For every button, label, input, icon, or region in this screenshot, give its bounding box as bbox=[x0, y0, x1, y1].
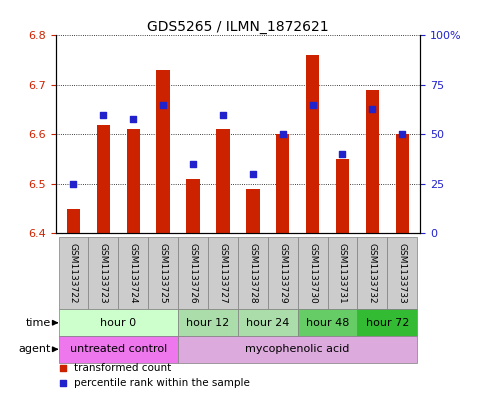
Text: time: time bbox=[26, 318, 51, 328]
Bar bbox=[186, 179, 200, 233]
Point bbox=[99, 112, 107, 118]
Text: GSM1133728: GSM1133728 bbox=[248, 242, 257, 303]
Point bbox=[59, 380, 67, 386]
Text: GSM1133727: GSM1133727 bbox=[218, 242, 227, 303]
Bar bbox=[58, 310, 178, 336]
Text: hour 72: hour 72 bbox=[366, 318, 409, 328]
Text: hour 24: hour 24 bbox=[246, 318, 289, 328]
Bar bbox=[396, 134, 409, 233]
Bar bbox=[156, 70, 170, 233]
Text: agent: agent bbox=[18, 344, 51, 354]
Bar bbox=[327, 237, 357, 310]
Bar bbox=[238, 310, 298, 336]
Bar bbox=[58, 336, 178, 362]
Text: GSM1133731: GSM1133731 bbox=[338, 242, 347, 303]
Bar bbox=[387, 237, 417, 310]
Text: mycophenolic acid: mycophenolic acid bbox=[245, 344, 350, 354]
Title: GDS5265 / ILMN_1872621: GDS5265 / ILMN_1872621 bbox=[147, 20, 329, 34]
Bar bbox=[357, 310, 417, 336]
Text: GSM1133726: GSM1133726 bbox=[188, 242, 198, 303]
Text: hour 12: hour 12 bbox=[186, 318, 229, 328]
Point bbox=[59, 365, 67, 371]
Text: GSM1133725: GSM1133725 bbox=[158, 242, 168, 303]
Point bbox=[339, 151, 346, 157]
Bar bbox=[298, 310, 357, 336]
Point bbox=[219, 112, 227, 118]
Text: hour 48: hour 48 bbox=[306, 318, 349, 328]
Bar bbox=[178, 336, 417, 362]
Bar bbox=[246, 189, 259, 233]
Bar bbox=[97, 125, 110, 233]
Point bbox=[249, 171, 256, 177]
Text: GSM1133732: GSM1133732 bbox=[368, 242, 377, 303]
Bar bbox=[336, 159, 349, 233]
Bar bbox=[67, 209, 80, 233]
Bar bbox=[268, 237, 298, 310]
Bar bbox=[216, 129, 229, 233]
Text: hour 0: hour 0 bbox=[100, 318, 136, 328]
Bar bbox=[298, 237, 327, 310]
Text: transformed count: transformed count bbox=[74, 364, 171, 373]
Point bbox=[398, 131, 406, 138]
Text: GSM1133722: GSM1133722 bbox=[69, 243, 78, 303]
Text: GSM1133730: GSM1133730 bbox=[308, 242, 317, 303]
Bar bbox=[366, 90, 379, 233]
Bar bbox=[118, 237, 148, 310]
Bar bbox=[238, 237, 268, 310]
Bar bbox=[306, 55, 319, 233]
Bar bbox=[88, 237, 118, 310]
Point bbox=[70, 181, 77, 187]
Bar bbox=[357, 237, 387, 310]
Text: GSM1133724: GSM1133724 bbox=[129, 243, 138, 303]
Text: GSM1133729: GSM1133729 bbox=[278, 242, 287, 303]
Point bbox=[159, 101, 167, 108]
Bar bbox=[178, 310, 238, 336]
Bar bbox=[148, 237, 178, 310]
Bar bbox=[208, 237, 238, 310]
Text: untreated control: untreated control bbox=[70, 344, 167, 354]
Point bbox=[279, 131, 286, 138]
Bar bbox=[178, 237, 208, 310]
Text: GSM1133723: GSM1133723 bbox=[99, 242, 108, 303]
Point bbox=[369, 105, 376, 112]
Point bbox=[309, 101, 316, 108]
Bar bbox=[276, 134, 289, 233]
Text: percentile rank within the sample: percentile rank within the sample bbox=[74, 378, 250, 388]
Point bbox=[129, 116, 137, 122]
Bar bbox=[58, 237, 88, 310]
Point bbox=[189, 161, 197, 167]
Bar bbox=[127, 129, 140, 233]
Text: GSM1133733: GSM1133733 bbox=[398, 242, 407, 303]
